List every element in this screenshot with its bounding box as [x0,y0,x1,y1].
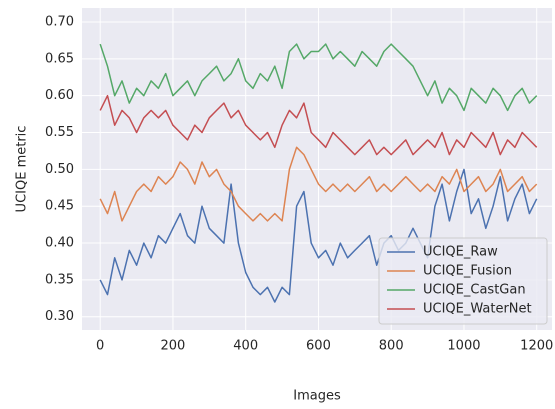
x-tick-label: 200 [161,339,186,354]
y-tick-label: 0.60 [45,88,74,103]
y-tick-label: 0.45 [45,199,74,214]
y-tick-label: 0.30 [45,309,74,324]
y-tick-label: 0.40 [45,236,74,251]
y-axis-label: UCIQE metric [15,126,30,213]
legend-box [378,237,548,325]
x-tick-label: 800 [379,339,404,354]
series-line [99,43,538,112]
y-tick-label: 0.50 [45,162,74,177]
series-line [99,168,538,303]
x-tick-label: 1000 [447,339,480,354]
x-axis-label: Images [293,389,341,404]
y-tick-label: 0.35 [45,272,74,287]
y-tick-label: 0.55 [45,125,74,140]
legend-label: UCIQE_CastGan [423,283,526,298]
y-tick-label: 0.70 [45,15,74,30]
legend-label: UCIQE_WaterNet [423,302,532,317]
legend-label: UCIQE_Raw [423,245,498,260]
x-tick-label: 600 [306,339,331,354]
y-tick-label: 0.65 [45,51,74,66]
legend-label: UCIQE_Fusion [423,264,512,279]
x-tick-label: 0 [96,339,104,354]
series-line [99,94,538,156]
x-tick-label: 1200 [520,339,553,354]
series-line [99,146,538,222]
x-tick-label: 400 [233,339,258,354]
